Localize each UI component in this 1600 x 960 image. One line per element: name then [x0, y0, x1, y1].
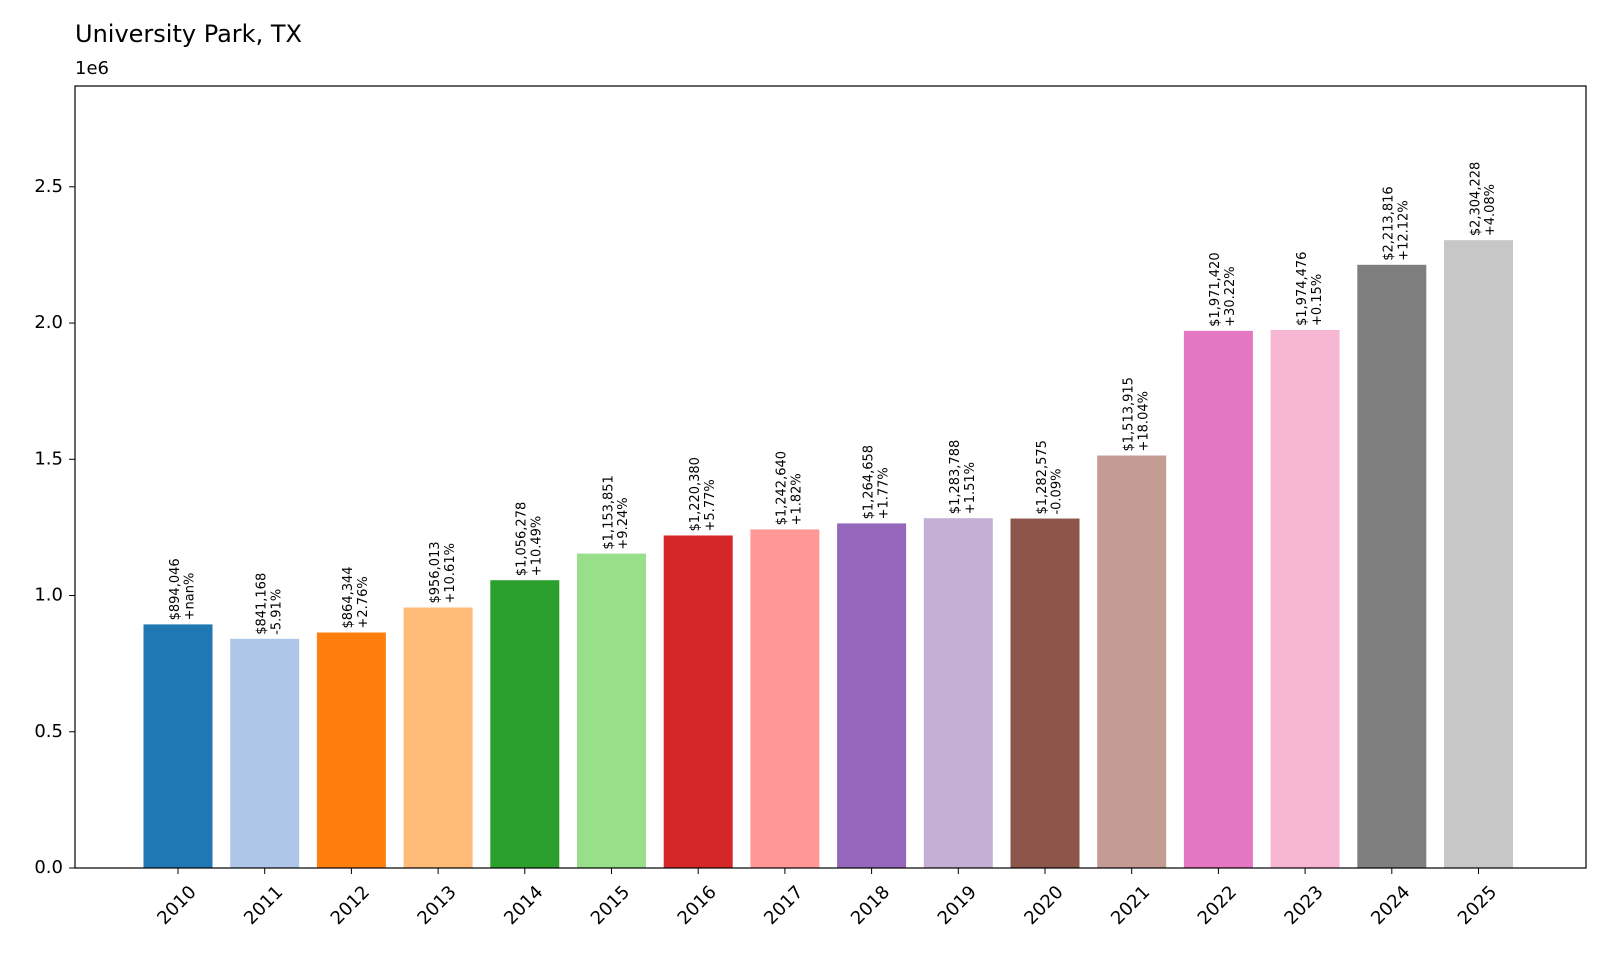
x-tick-label-2020: 2020	[1020, 882, 1067, 929]
bar-2015	[577, 553, 646, 868]
bar-value-label-2019: $1,283,788+1.51%	[948, 440, 978, 514]
bar-2013	[403, 607, 473, 868]
bars-layer	[143, 240, 1513, 869]
y-tick-label-1.0: 1.0	[34, 585, 63, 606]
x-tick-label-2021: 2021	[1107, 882, 1154, 929]
y-tick-label-2.5: 2.5	[34, 176, 63, 197]
bar-2021	[1097, 455, 1167, 868]
x-tick-label-2019: 2019	[934, 882, 981, 929]
x-axis: 2010 2011 2012 2013 2014 2015 2016 2017 2018 2019…	[153, 868, 1501, 929]
bar-2011	[230, 638, 300, 868]
bar-value-label-2014: $1,056,278+10.49%	[515, 502, 545, 576]
bar-2024	[1357, 264, 1427, 869]
bar-value-label-2011: $841,168-5.91%	[254, 573, 284, 635]
bar-value-label-2024: $2,213,816+12.12%	[1382, 186, 1412, 260]
y-tick-label-0.0: 0.0	[34, 857, 63, 878]
bar-value-label-2017: $1,242,640+1.82%	[775, 451, 805, 525]
x-tick-label-2015: 2015	[587, 882, 634, 929]
bar-2019	[923, 518, 993, 868]
bar-2018	[837, 523, 907, 868]
bar-2025	[1444, 240, 1513, 868]
y-axis-offset-label: 1e6	[75, 58, 109, 79]
bar-value-label-2018: $1,264,658+1.77%	[861, 445, 891, 519]
bar-2020	[1010, 518, 1080, 868]
y-tick-label-2.0: 2.0	[34, 312, 63, 333]
bar-value-label-2013: $956,013+10.61%	[428, 541, 458, 603]
bar-2017	[750, 529, 820, 868]
bar-value-label-2016: $1,220,380+5.77%	[688, 457, 718, 531]
x-tick-label-2012: 2012	[327, 882, 374, 929]
bar-2012	[316, 632, 386, 868]
plot-frame	[74, 85, 1587, 869]
x-tick-label-2023: 2023	[1280, 882, 1327, 929]
y-tick-label-1.5: 1.5	[34, 448, 63, 469]
x-tick-label-2025: 2025	[1454, 882, 1501, 929]
x-tick-label-2010: 2010	[153, 882, 200, 929]
bar-value-label-2020: $1,282,575-0.09%	[1035, 440, 1065, 514]
y-tick-label-0.5: 0.5	[34, 721, 63, 742]
x-tick-label-2016: 2016	[674, 882, 721, 929]
x-tick-label-2024: 2024	[1367, 882, 1414, 929]
bar-value-label-2015: $1,153,851+9.24%	[601, 475, 631, 549]
bar-value-label-2021: $1,513,915+18.04%	[1121, 377, 1151, 451]
bar-value-label-2022: $1,971,420+30.22%	[1208, 252, 1238, 326]
bar-2023	[1270, 330, 1340, 868]
bar-2010	[143, 624, 213, 868]
x-tick-label-2018: 2018	[847, 882, 894, 929]
bar-value-label-2025: $2,304,228+4.08%	[1468, 162, 1498, 236]
bar-value-label-2023: $1,974,476+0.15%	[1295, 252, 1325, 326]
bar-value-label-2010: $894,046+nan%	[168, 558, 198, 620]
bar-2022	[1183, 330, 1253, 868]
bar-2014	[490, 580, 560, 868]
x-tick-label-2013: 2013	[413, 882, 460, 929]
chart-title: University Park, TX	[75, 20, 302, 48]
bar-labels-layer: $894,046+nan% $841,168-5.91% $864,344+2.76…	[168, 162, 1498, 635]
bar-value-label-2012: $864,344+2.76%	[341, 566, 371, 628]
bar-2016	[663, 535, 733, 868]
x-tick-label-2022: 2022	[1194, 882, 1241, 929]
x-tick-label-2017: 2017	[760, 882, 807, 929]
y-axis: 0.0 0.5 1.0 1.5 2.0 2.5	[34, 176, 75, 878]
x-tick-label-2011: 2011	[240, 882, 287, 929]
x-tick-label-2014: 2014	[500, 882, 547, 929]
